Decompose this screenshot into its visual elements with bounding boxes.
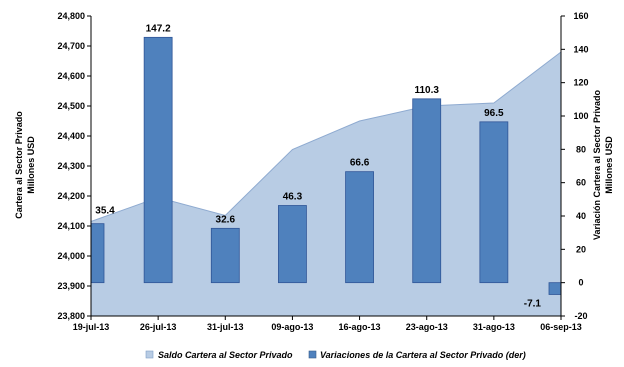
right-tick-label: 60 (576, 178, 586, 188)
data-label-23-ago-13: 110.3 (414, 85, 439, 96)
bar-31-jul-13 (210, 227, 240, 284)
right-tick-label: 20 (576, 244, 586, 254)
left-tick-label: 24,200 (57, 191, 85, 201)
legend-swatch-bar (308, 350, 317, 359)
left-tick-label: 23,900 (57, 281, 85, 291)
plot-area (90, 36, 562, 316)
right-tick-label: 120 (573, 78, 588, 88)
data-label-16-ago-13: 66.6 (350, 158, 370, 169)
left-axis-title-line2: Millones USD (26, 136, 36, 194)
x-tick-label: 31-ago-13 (473, 322, 515, 332)
left-tick-label: 24,700 (57, 41, 85, 51)
right-tick-label: 100 (573, 111, 588, 121)
right-tick-label: 40 (576, 211, 586, 221)
legend-label-bar: Variaciones de la Cartera al Sector Priv… (320, 350, 526, 360)
bar-16-ago-13 (345, 171, 374, 284)
legend-label-area: Saldo Cartera al Sector Privado (158, 350, 293, 360)
bar-31-ago-13 (479, 121, 509, 284)
left-tick-label: 24,600 (57, 71, 85, 81)
right-tick-label: 140 (573, 44, 588, 54)
right-tick-label: 160 (573, 11, 588, 21)
data-label-19-jul-13: 35.4 (95, 206, 115, 217)
bar-23-ago-13 (412, 98, 442, 284)
x-tick-label: 06-sep-13 (540, 322, 582, 332)
bar-06-sep-13 (548, 282, 562, 295)
left-tick-label: 24,100 (57, 221, 85, 231)
data-label-06-sep-13: -7.1 (524, 299, 542, 310)
left-tick-label: 24,400 (57, 131, 85, 141)
data-label-09-ago-13: 46.3 (283, 192, 303, 203)
x-tick-label: 23-ago-13 (406, 322, 448, 332)
right-tick-label: -20 (574, 311, 587, 321)
right-tick-label: 80 (576, 144, 586, 154)
bar-09-ago-13 (278, 205, 307, 284)
right-axis-title-line2: Millones USD (604, 136, 614, 194)
x-tick-label: 19-jul-13 (73, 322, 110, 332)
data-label-31-ago-13: 96.5 (484, 108, 504, 119)
x-tick-label: 16-ago-13 (339, 322, 381, 332)
bar-26-jul-13 (143, 36, 173, 284)
data-label-31-jul-13: 32.6 (216, 214, 236, 225)
x-tick-label: 09-ago-13 (271, 322, 313, 332)
left-tick-label: 24,300 (57, 161, 85, 171)
x-tick-label: 31-jul-13 (207, 322, 244, 332)
left-tick-label: 23,800 (57, 311, 85, 321)
data-label-26-jul-13: 147.2 (146, 23, 171, 34)
left-axis-title-line1: Cartera al Sector Privado (14, 111, 24, 219)
legend: Saldo Cartera al Sector Privado Variacio… (145, 350, 526, 360)
bar-19-jul-13 (90, 223, 105, 284)
data-labels: 35.4 147.2 32.6 46.3 66.6 110.3 96.5 -7.1 (95, 23, 541, 309)
left-tick-label: 24,800 (57, 11, 85, 21)
left-tick-label: 24,000 (57, 251, 85, 261)
x-tick-label: 26-jul-13 (140, 322, 177, 332)
area-series-saldo (91, 52, 561, 316)
axes: 23,800 23,900 24,000 24,100 24,200 24,300 24,4… (57, 11, 588, 332)
left-tick-label: 24,500 (57, 101, 85, 111)
right-tick-label: 0 (578, 278, 583, 288)
right-axis-title-line1: Variación Cartera al Sector Privado (592, 89, 602, 240)
legend-swatch-area (145, 350, 154, 359)
